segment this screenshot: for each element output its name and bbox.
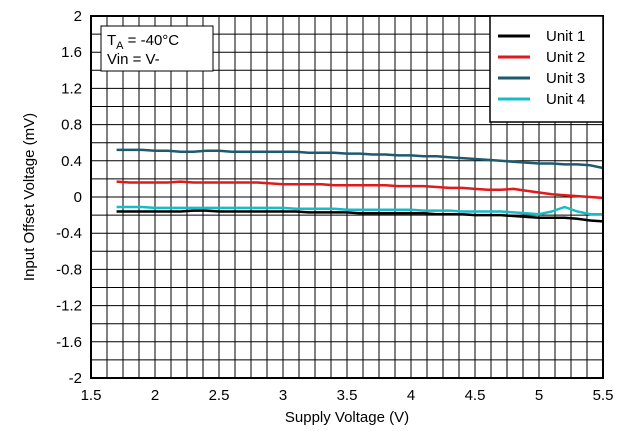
x-tick-label: 1.5 (81, 387, 102, 404)
legend-label-unit-2: Unit 2 (546, 49, 585, 66)
y-tick-label: 0.8 (61, 117, 82, 134)
y-tick-label: -1.2 (56, 298, 82, 315)
y-axis-label: Input Offset Voltage (mV) (21, 113, 38, 281)
legend-label-unit-4: Unit 4 (546, 91, 585, 108)
legend-label-unit-1: Unit 1 (546, 28, 585, 45)
plot-frame (90, 15, 604, 379)
series-line-unit-2 (116, 180, 604, 200)
series-lines (116, 148, 604, 223)
y-tick-label: 1.6 (61, 44, 82, 61)
x-axis-label: Supply Voltage (V) (285, 409, 409, 426)
y-tick-label: 2 (74, 8, 82, 25)
y-tick-label: 0.4 (61, 153, 82, 170)
conditions-annotation: TA = -40°C Vin = V- (100, 25, 214, 72)
x-tick-label: 2 (151, 387, 159, 404)
series-line-unit-4 (116, 205, 603, 216)
x-tick-label: 2.5 (209, 387, 230, 404)
legend-label-unit-3: Unit 3 (546, 70, 585, 87)
series-line-unit-1 (116, 209, 604, 223)
x-tick-label: 3 (279, 387, 287, 404)
legend-box (489, 15, 604, 123)
y-tick-label: -1.6 (56, 334, 82, 351)
legend: Unit 1 Unit 2 Unit 3 Unit 4 (489, 15, 604, 123)
x-tick-label: 5 (535, 387, 543, 404)
annotation-input: Vin = V- (107, 51, 160, 68)
series-line-unit-3 (116, 148, 604, 170)
x-tick-label: 5.5 (593, 387, 614, 404)
y-tick-labels: 2 1.6 1.2 0.8 0.4 0 -0.4 -0.8 -1.2 -1.6 -2 (56, 8, 82, 387)
x-tick-label: 4.5 (465, 387, 486, 404)
y-tick-label: -0.4 (56, 225, 82, 242)
y-tick-label: 0 (74, 189, 82, 206)
y-tick-label: -2 (69, 370, 82, 387)
annotation-box (100, 25, 214, 72)
x-tick-label: 4 (407, 387, 415, 404)
x-tick-label: 3.5 (337, 387, 358, 404)
y-tick-label: -0.8 (56, 261, 82, 278)
y-tick-label: 1.2 (61, 80, 82, 97)
x-tick-labels: 1.5 2 2.5 3 3.5 4 4.5 5 5.5 (81, 387, 614, 404)
annotation-temperature: TA = -40°C (107, 32, 179, 52)
